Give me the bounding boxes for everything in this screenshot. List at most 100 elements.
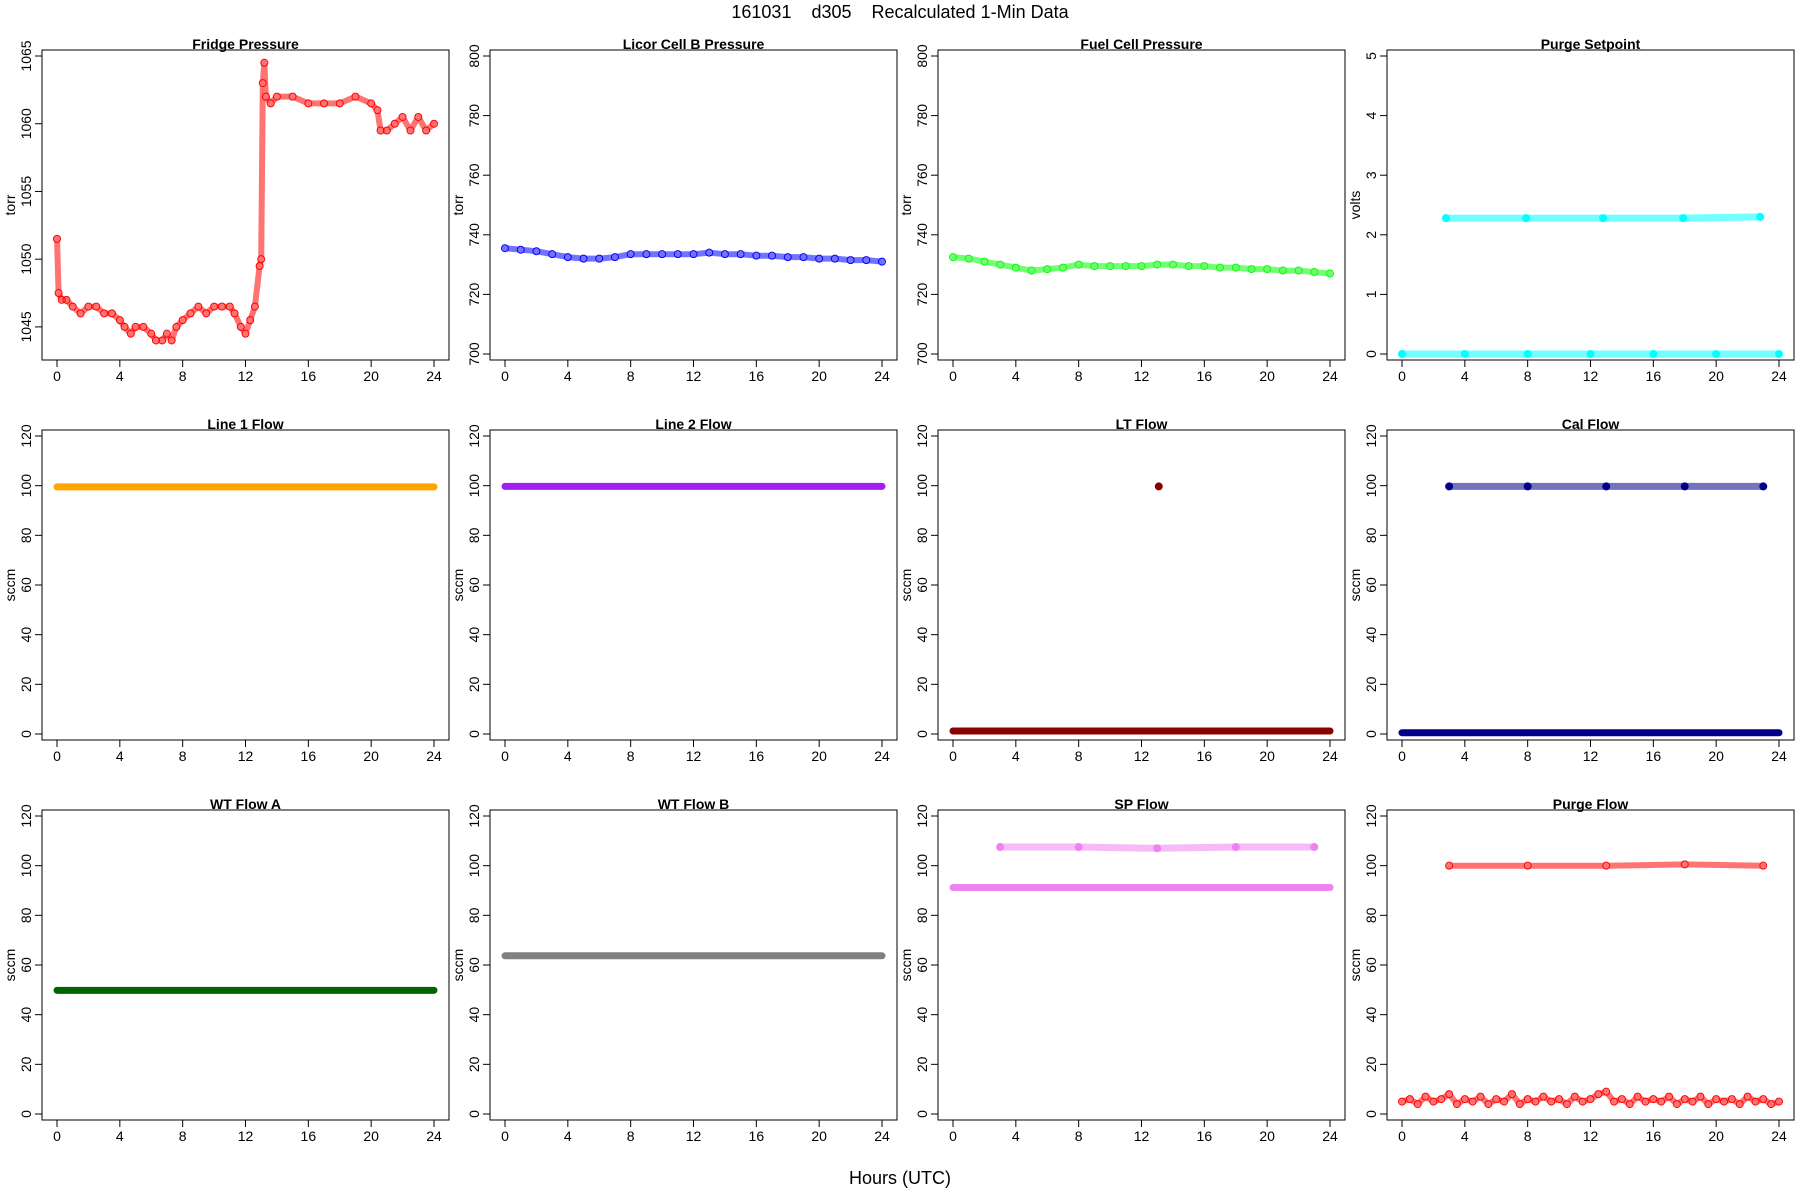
data-point [1468, 1097, 1477, 1106]
plot-frame [1386, 49, 1795, 361]
data-point [1027, 266, 1036, 275]
y-tick-label: 60 [466, 957, 482, 973]
data-point [351, 92, 360, 101]
data-point [107, 309, 116, 318]
data-point [120, 322, 129, 331]
data-point [1445, 1090, 1454, 1099]
data-point [579, 254, 588, 263]
x-tick-label: 4 [1461, 1128, 1469, 1144]
data-point [1688, 1097, 1697, 1106]
data-point [1200, 262, 1209, 271]
y-tick-label: 120 [466, 804, 482, 828]
x-tick-label: 0 [1398, 748, 1406, 764]
data-point [768, 251, 777, 260]
x-axis-title: Hours (UTC) [849, 1168, 951, 1188]
y-tick-label: 20 [914, 1056, 930, 1072]
data-point [373, 106, 382, 115]
data-point [980, 257, 989, 266]
y-tick-label: 40 [1363, 1007, 1379, 1023]
data-point [414, 112, 423, 121]
x-tick-label: 8 [179, 368, 187, 384]
data-point [162, 329, 171, 338]
y-tick-label: 20 [466, 676, 482, 692]
y-tick-label: 120 [914, 804, 930, 828]
x-tick-label: 12 [1134, 748, 1150, 764]
data-point [1153, 260, 1162, 269]
y-tick-label: 800 [914, 44, 930, 68]
panel-title: Fridge Pressure [192, 36, 299, 52]
data-point [1555, 1095, 1564, 1104]
x-tick-label: 12 [238, 368, 254, 384]
data-point [1649, 1095, 1658, 1104]
data-point [376, 126, 385, 135]
x-tick-label: 24 [874, 1128, 890, 1144]
data-point [1602, 861, 1611, 870]
data-point [1137, 262, 1146, 271]
data-point [964, 254, 973, 263]
data-point [172, 322, 181, 331]
data-trace [1399, 1088, 1782, 1108]
data-point [1704, 1100, 1713, 1109]
data-point [705, 248, 714, 257]
x-tick-label: 4 [116, 368, 124, 384]
data-point [1492, 1095, 1501, 1104]
data-point [131, 322, 140, 331]
data-point [720, 250, 729, 259]
data-point [260, 58, 269, 67]
chart-panel: SP Flow sccm 0 4 8 12 16 20 24 0 20 40 60 80 100 120 [898, 796, 1346, 1144]
data-point [194, 302, 203, 311]
x-tick-label: 16 [749, 1128, 765, 1144]
data-point [1278, 266, 1287, 275]
data-point [1735, 1100, 1744, 1109]
x-tick-label: 20 [363, 368, 379, 384]
y-tick-label: 20 [18, 1056, 34, 1072]
y-tick-label: 60 [914, 957, 930, 973]
x-tick-label: 12 [686, 368, 702, 384]
data-point [1445, 861, 1454, 870]
data-point [258, 79, 267, 88]
plot-frame [489, 809, 898, 1121]
panel-title: WT Flow A [210, 796, 281, 812]
y-tick-label: 80 [1363, 527, 1379, 543]
y-tick-label: 800 [466, 44, 482, 68]
data-point [1610, 1097, 1619, 1106]
data-point [272, 92, 281, 101]
x-tick-label: 4 [564, 1128, 572, 1144]
data-point [1649, 350, 1658, 358]
data-point [1712, 1095, 1721, 1104]
plot-frame [937, 429, 1346, 741]
data-point [62, 295, 71, 304]
y-tick-label: 100 [18, 854, 34, 878]
y-tick-label: 80 [18, 907, 34, 923]
y-axis-label: torr [2, 194, 18, 215]
x-tick-label: 20 [363, 748, 379, 764]
data-point [53, 234, 61, 243]
data-point [236, 322, 245, 331]
y-tick-label: 80 [914, 527, 930, 543]
x-tick-label: 8 [627, 748, 635, 764]
chart-panel: Fridge Pressure torr 0 4 8 12 16 20 24 1045 1050 10… [2, 36, 450, 384]
y-tick-label: 60 [1363, 577, 1379, 593]
y-tick-label: 0 [18, 1110, 34, 1118]
data-point [202, 309, 211, 318]
data-point [1599, 214, 1608, 223]
y-tick-label: 20 [1363, 1056, 1379, 1072]
data-point [595, 254, 604, 263]
x-tick-label: 8 [1524, 368, 1532, 384]
y-tick-label: 120 [1363, 804, 1379, 828]
data-point [1641, 1097, 1650, 1106]
data-point [241, 329, 250, 338]
data-point [186, 309, 195, 318]
x-tick-label: 24 [1322, 1128, 1338, 1144]
y-tick-label: 0 [1363, 350, 1379, 358]
data-point [1231, 843, 1240, 852]
data-point [1570, 1092, 1579, 1101]
data-point [398, 112, 407, 121]
y-tick-label: 80 [1363, 907, 1379, 923]
y-tick-label: 80 [914, 907, 930, 923]
data-point [548, 250, 557, 259]
data-point [210, 302, 219, 311]
data-point [1727, 1095, 1736, 1104]
data-point [1523, 861, 1532, 870]
x-tick-label: 20 [811, 368, 827, 384]
